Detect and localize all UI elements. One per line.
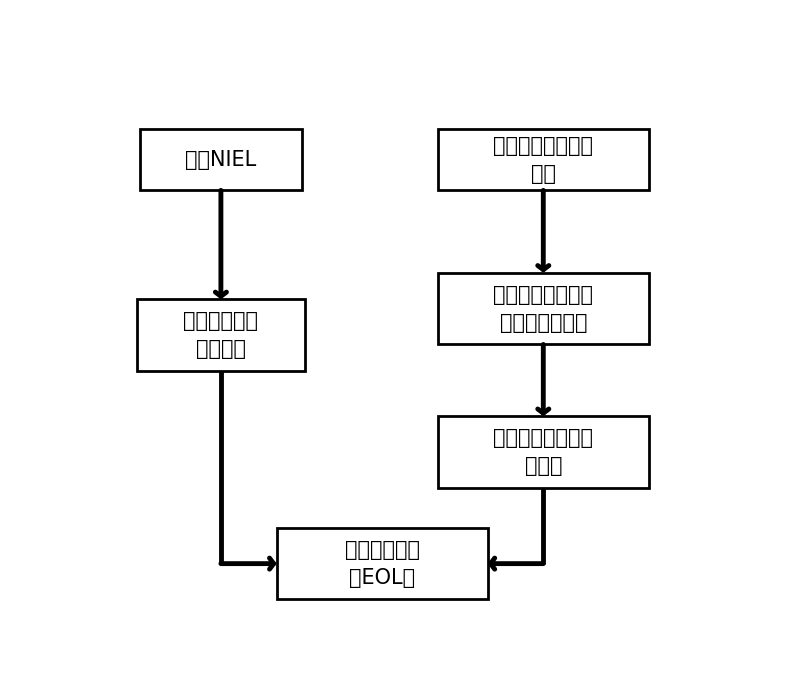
Bar: [138, 299, 305, 371]
Bar: [140, 129, 302, 190]
Text: 计算粒子的移位损
伤剂量: 计算粒子的移位损 伤剂量: [494, 428, 594, 476]
Text: 计算穿过玻璃盖片
后的粒子能量谱: 计算穿过玻璃盖片 后的粒子能量谱: [494, 284, 594, 333]
Text: 计算NIEL: 计算NIEL: [186, 150, 257, 170]
Text: 确定电池输出
的EOL值: 确定电池输出 的EOL值: [345, 540, 420, 588]
Text: 测试粒子损伤
特征曲线: 测试粒子损伤 特征曲线: [183, 311, 258, 359]
Bar: [277, 528, 487, 600]
Bar: [438, 416, 649, 488]
Text: 确定入射的粒子能
量谱: 确定入射的粒子能 量谱: [494, 136, 594, 184]
Bar: [438, 129, 649, 190]
Bar: [438, 273, 649, 344]
